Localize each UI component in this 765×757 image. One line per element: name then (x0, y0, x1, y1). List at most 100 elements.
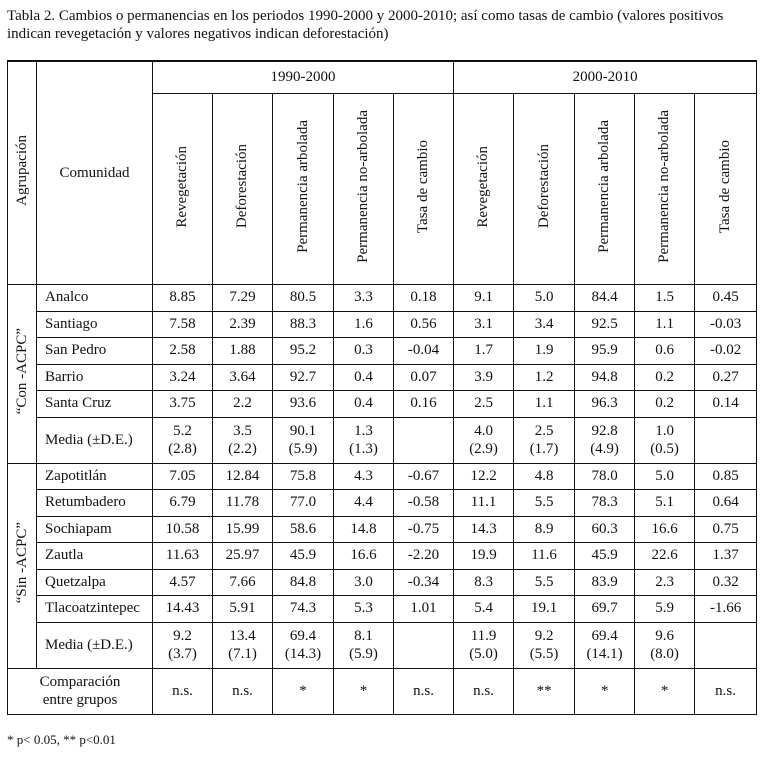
value-cell: 2.5 (453, 390, 515, 418)
value-cell: -0.03 (694, 310, 758, 338)
value-cell: 3.9 (453, 363, 515, 391)
value-cell: 0.64 (694, 489, 758, 517)
value-cell: 0.16 (392, 390, 455, 418)
header-column: Tasa de cambio (694, 93, 758, 285)
value-cell: 11.63 (152, 542, 213, 570)
table-caption: Tabla 2. Cambios o permanencias en los p… (7, 8, 724, 42)
value-cell: 1.2 (513, 363, 576, 391)
sd-value: (5.0) (469, 646, 498, 662)
value-cell: 1.7 (453, 337, 515, 365)
header-label: Permanencia no-arbolada (355, 110, 371, 263)
value-cell: 58.6 (272, 515, 334, 543)
value-cell: 3.0 (333, 568, 394, 596)
value-cell: 2.3 (634, 568, 696, 596)
community-name: Quetzalpa (36, 568, 153, 596)
header-label: Agrupación (13, 135, 30, 206)
value-cell: 12.84 (212, 462, 273, 490)
mean-value: 69.4 (591, 628, 618, 644)
data-table: Agrupación Comunidad 1990-2000 2000-2010 Rev… (7, 60, 758, 715)
significance-cell: n.s. (694, 667, 758, 715)
mean-cell (694, 416, 758, 464)
value-cell: 92.5 (574, 310, 636, 338)
mean-value: 9.6 (655, 628, 674, 644)
value-cell: 95.9 (574, 337, 636, 365)
value-cell: 45.9 (574, 542, 636, 570)
value-cell: 4.57 (152, 568, 213, 596)
table-row: Zautla 11.63 25.97 45.9 16.6 -2.20 19.9 11.6 45.… (8, 542, 758, 570)
group-label: “Sin -ACPC” (7, 462, 37, 669)
value-cell: 8.3 (453, 568, 515, 596)
significance-cell: * (333, 667, 394, 715)
mean-value: 90.1 (289, 423, 317, 439)
value-cell: 0.2 (634, 390, 696, 418)
mean-cell: 69.4 (14.3) (272, 621, 334, 669)
value-cell: 60.3 (574, 515, 636, 543)
value-cell: 0.27 (694, 363, 758, 391)
mean-cell (694, 621, 758, 669)
value-cell: 2.2 (212, 390, 273, 418)
sd-value: (5.5) (529, 646, 559, 662)
value-cell: -0.02 (694, 337, 758, 365)
value-cell: 10.58 (152, 515, 213, 543)
value-cell: 94.8 (574, 363, 636, 391)
community-name: Retumbadero (36, 489, 153, 517)
sd-value: (1.7) (529, 441, 559, 457)
value-cell: 19.9 (453, 542, 515, 570)
value-cell: 3.3 (333, 284, 394, 312)
value-cell: 14.8 (333, 515, 394, 543)
value-cell: 69.7 (574, 595, 636, 623)
value-cell: 3.24 (152, 363, 213, 391)
mean-cell: 9.6 (8.0) (634, 621, 696, 669)
value-cell: 5.9 (634, 595, 696, 623)
community-name: Analco (36, 284, 153, 312)
value-cell: 75.8 (272, 462, 334, 490)
community-name: Zautla (36, 542, 153, 570)
sd-value: (2.8) (168, 441, 197, 457)
value-cell: 95.2 (272, 337, 334, 365)
sd-value: (2.2) (228, 441, 257, 457)
value-cell: -1.66 (694, 595, 758, 623)
header-column: Permanencia arbolada (272, 93, 334, 285)
community-name: Santa Cruz (36, 390, 153, 418)
value-cell: 0.4 (333, 363, 394, 391)
mean-label: Media (±D.E.) (36, 621, 153, 669)
value-cell: 3.4 (513, 310, 576, 338)
value-cell: 7.66 (212, 568, 273, 596)
table-row: Sochiapam 10.58 15.99 58.6 14.8 -0.75 14.3 8.9 6… (8, 515, 758, 543)
sd-value: (5.9) (288, 441, 318, 457)
sd-value: (2.9) (469, 441, 498, 457)
header-column: Deforestación (513, 93, 576, 285)
significance-cell: n.s. (392, 667, 455, 715)
value-cell: 1.01 (392, 595, 455, 623)
value-cell: 4.4 (333, 489, 394, 517)
value-cell: 19.1 (513, 595, 576, 623)
community-name: Barrio (36, 363, 153, 391)
mean-value: 1.0 (655, 423, 674, 439)
header-column: Revegetación (453, 93, 515, 285)
value-cell: 14.3 (453, 515, 515, 543)
comparison-label-line: Comparación (39, 674, 121, 690)
value-cell: 93.6 (272, 390, 334, 418)
sd-value: (3.7) (168, 646, 197, 662)
table-row: Retumbadero 6.79 11.78 77.0 4.4 -0.58 11.1 5.5 7… (8, 489, 758, 517)
sd-value: (8.0) (650, 646, 679, 662)
value-cell: 16.6 (634, 515, 696, 543)
mean-cell (392, 621, 455, 669)
value-cell: 4.8 (513, 462, 576, 490)
value-cell: 0.14 (694, 390, 758, 418)
header-agrupacion: Agrupación (7, 60, 37, 285)
significance-cell: * (574, 667, 636, 715)
value-cell: 92.7 (272, 363, 334, 391)
sd-value: (4.9) (590, 441, 619, 457)
mean-cell: 9.2 (3.7) (152, 621, 213, 669)
value-cell: 5.1 (634, 489, 696, 517)
mean-value: 3.5 (233, 423, 252, 439)
table-row: Barrio 3.24 3.64 92.7 0.4 0.07 3.9 1.2 94.8 0.2 0.… (8, 363, 758, 391)
significance-cell: n.s. (212, 667, 273, 715)
value-cell: 0.2 (634, 363, 696, 391)
community-name: Zapotitlán (36, 462, 153, 490)
value-cell: 0.56 (392, 310, 455, 338)
significance-cell: * (634, 667, 696, 715)
sd-value: (7.1) (228, 646, 257, 662)
value-cell: 1.9 (513, 337, 576, 365)
